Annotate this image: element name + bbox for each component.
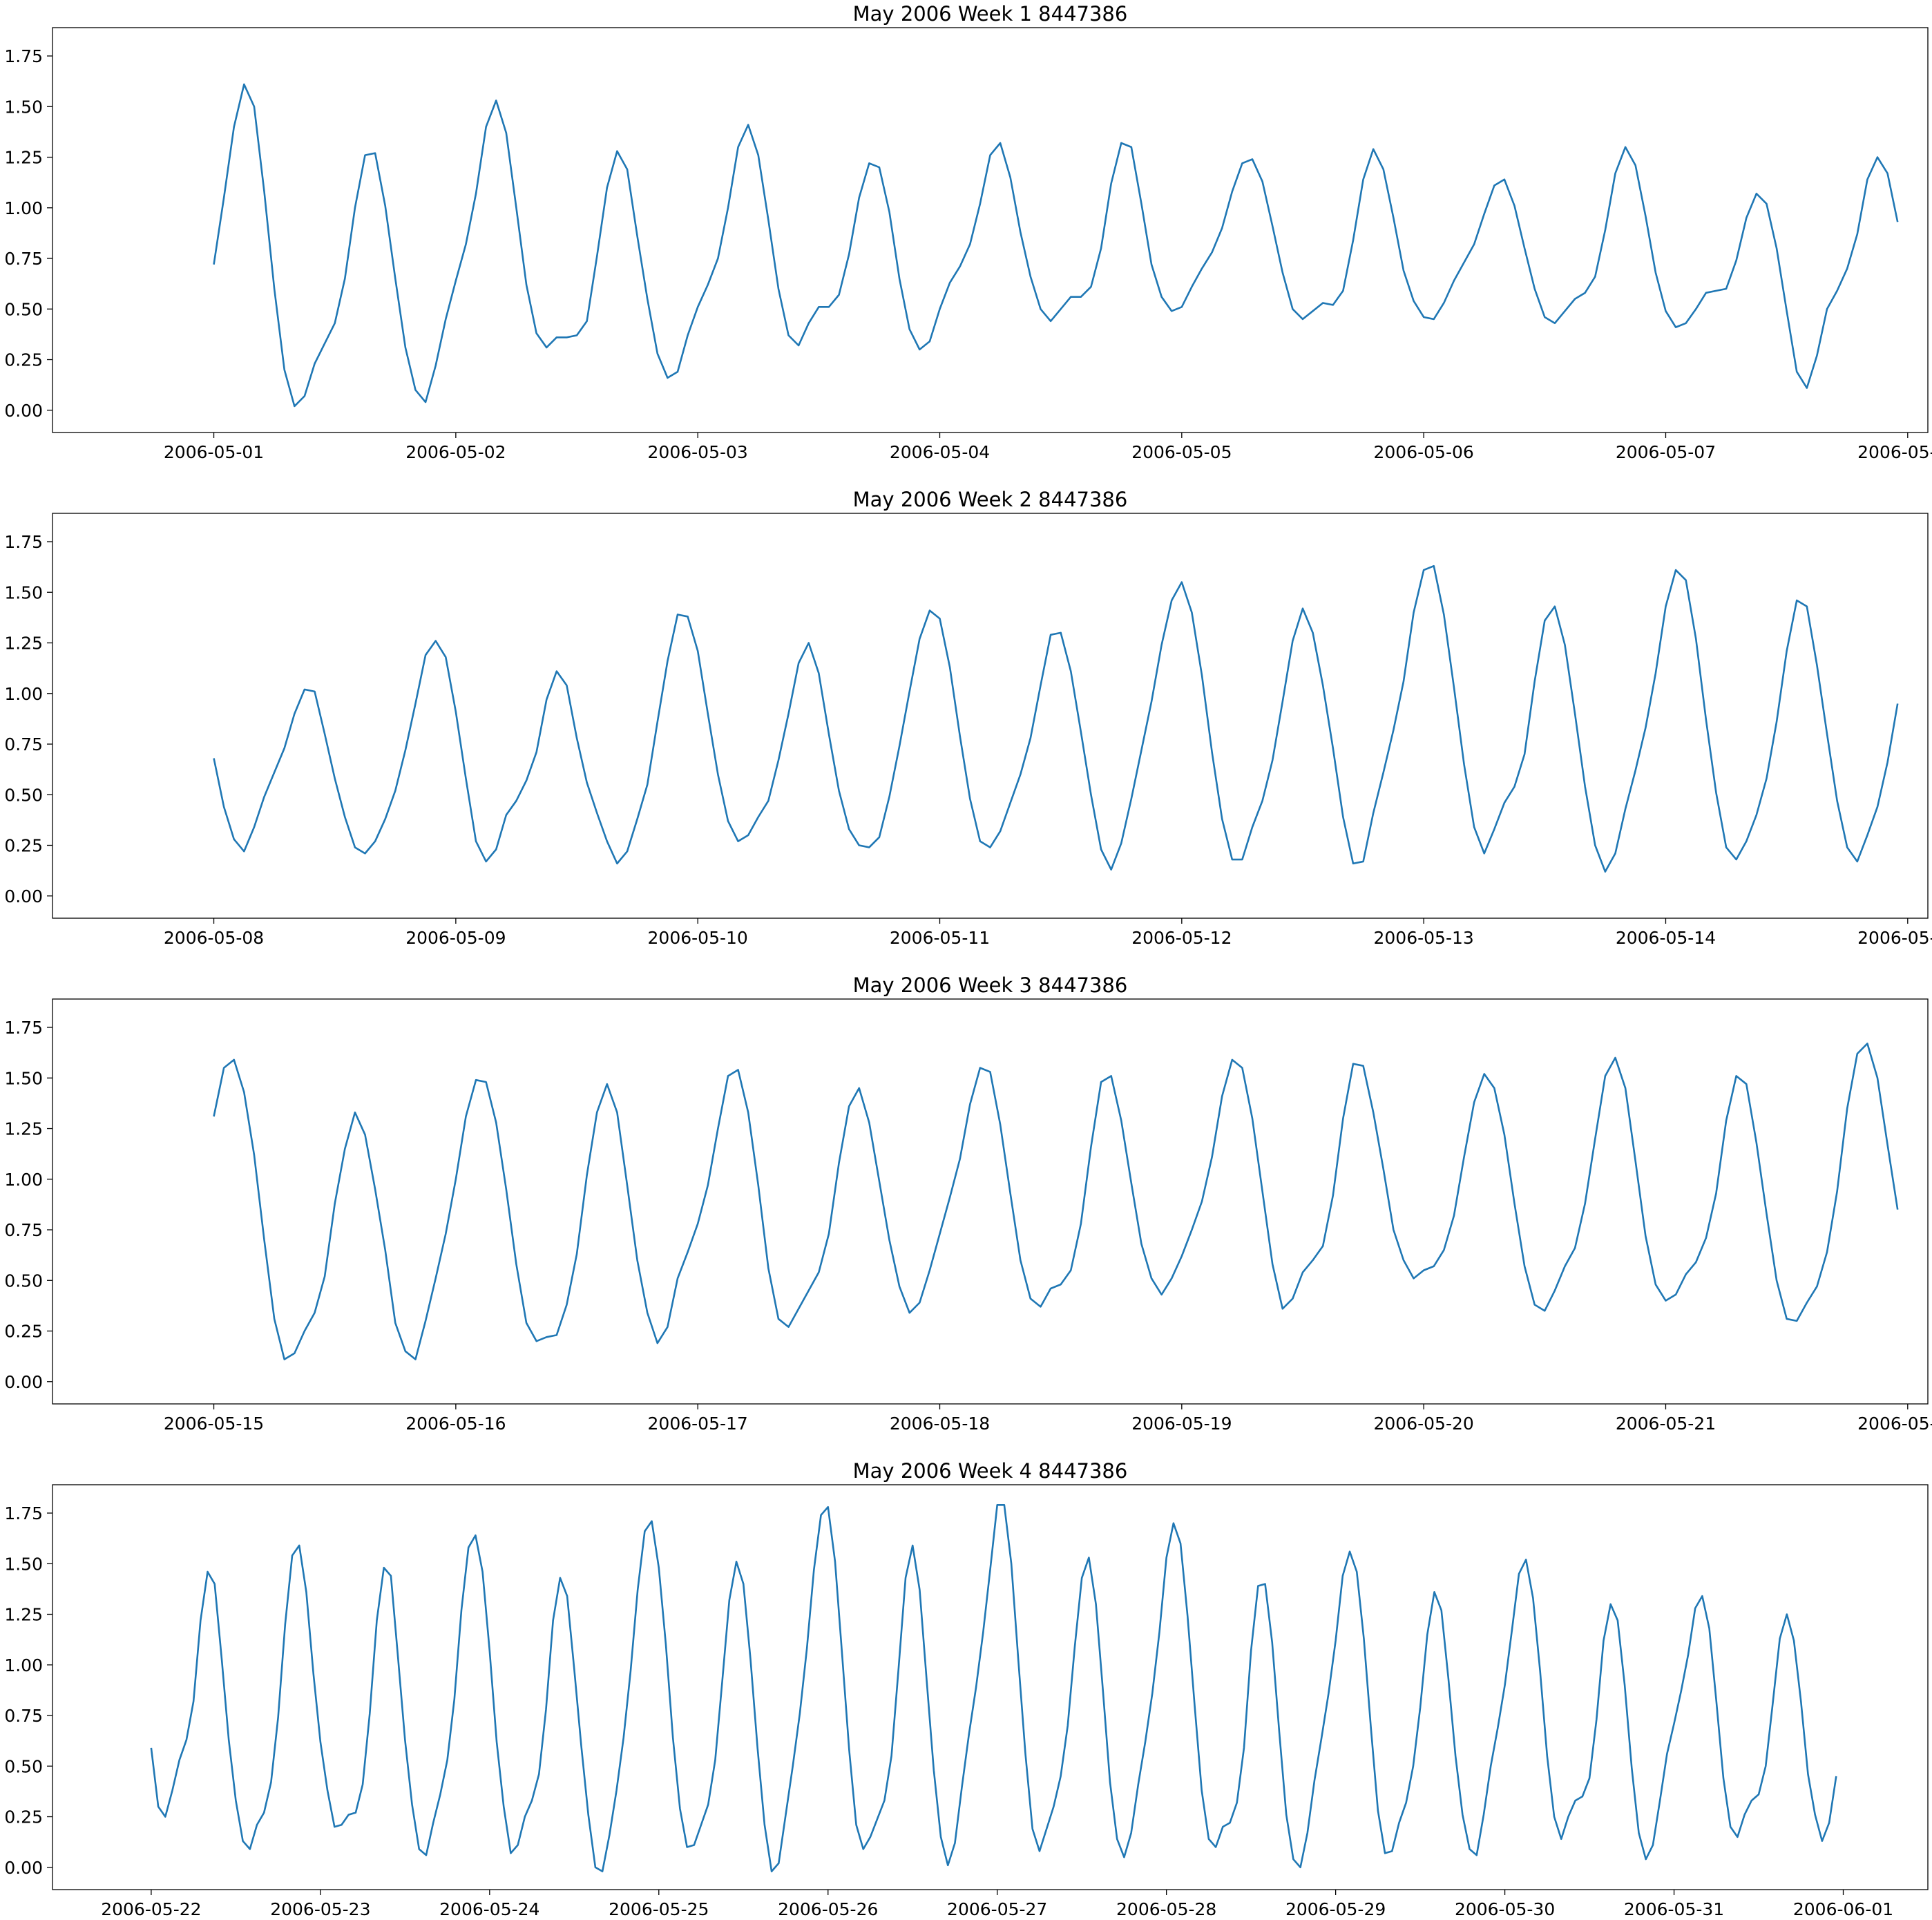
y-tick-label: 0.25 xyxy=(4,350,43,370)
y-tick-label: 0.75 xyxy=(4,734,43,754)
x-tick-label: 2006-05-29 xyxy=(1285,1899,1386,1919)
x-tick-label: 2006-06-01 xyxy=(1793,1899,1893,1919)
chart-panel-4: May 2006 Week 4 8447386 0.00 0.25 0.50 0.75 1… xyxy=(4,1459,1929,1919)
x-tick-label: 2006-05-27 xyxy=(947,1899,1047,1919)
x-tick-label: 2006-05-09 xyxy=(405,928,506,948)
axes-frame xyxy=(52,1484,1929,1890)
x-tick-label: 2006-05-18 xyxy=(890,1414,990,1434)
x-tick-label: 2006-05-24 xyxy=(439,1899,539,1919)
x-tick-label: 2006-05-11 xyxy=(890,928,990,948)
chart-title: May 2006 Week 2 8447386 xyxy=(853,488,1128,511)
x-tick-label: 2006-05-02 xyxy=(405,442,506,462)
x-tick-label: 2006-05-06 xyxy=(1374,442,1474,462)
x-tick-label: 2006-05-23 xyxy=(270,1899,370,1919)
y-tick-label: 0.75 xyxy=(4,1220,43,1240)
y-tick-label: 1.75 xyxy=(4,1018,43,1038)
chart-panel-2: May 2006 Week 2 8447386 0.00 0.25 0.50 0.75 1… xyxy=(4,488,1932,948)
x-tick-label: 2006-05-01 xyxy=(164,442,264,462)
x-tick-label: 2006-05-17 xyxy=(648,1414,748,1434)
y-tick-label: 0.50 xyxy=(4,1271,43,1291)
x-tick-label: 2006-05-19 xyxy=(1131,1414,1232,1434)
y-tick-label: 1.00 xyxy=(4,684,43,704)
x-tick-label: 2006-05-08 xyxy=(164,928,264,948)
y-tick-label: 1.75 xyxy=(4,1503,43,1523)
chart-title: May 2006 Week 4 8447386 xyxy=(853,1459,1128,1483)
chart-panel-1: May 2006 Week 1 8447386 0.00 0.25 0.50 0.75 1… xyxy=(4,2,1932,462)
x-tick-label: 2006-05-15 xyxy=(164,1414,264,1434)
x-tick-label: 2006-05-08 xyxy=(1857,442,1932,462)
x-tick-label: 2006-05-31 xyxy=(1624,1899,1724,1919)
x-tick-label: 2006-05-22 xyxy=(101,1899,201,1919)
x-tick-label: 2006-05-30 xyxy=(1455,1899,1555,1919)
y-tick-label: 0.00 xyxy=(4,886,43,906)
y-tick-label: 1.25 xyxy=(4,148,43,168)
y-tick-label: 0.00 xyxy=(4,1858,43,1878)
y-tick-label: 0.75 xyxy=(4,249,43,269)
x-tick-label: 2006-05-05 xyxy=(1131,442,1232,462)
x-tick-label: 2006-05-16 xyxy=(405,1414,506,1434)
x-tick-label: 2006-05-14 xyxy=(1616,928,1716,948)
axes-frame xyxy=(52,513,1929,919)
series-line xyxy=(213,83,1899,408)
y-tick-label: 1.00 xyxy=(4,1170,43,1190)
y-tick-label: 1.25 xyxy=(4,634,43,654)
chart-title: May 2006 Week 3 8447386 xyxy=(853,973,1128,997)
y-tick-label: 0.00 xyxy=(4,401,43,421)
y-tick-label: 1.25 xyxy=(4,1119,43,1139)
x-tick-label: 2006-05-28 xyxy=(1116,1899,1216,1919)
y-tick-label: 0.25 xyxy=(4,836,43,856)
y-tick-label: 0.00 xyxy=(4,1372,43,1392)
x-tick-label: 2006-05-22 xyxy=(1857,1414,1932,1434)
y-tick-label: 1.75 xyxy=(4,46,43,66)
y-tick-label: 1.00 xyxy=(4,198,43,218)
x-tick-label: 2006-05-12 xyxy=(1131,928,1232,948)
y-tick-label: 0.25 xyxy=(4,1807,43,1827)
series-line xyxy=(150,1504,1837,1872)
y-tick-label: 0.50 xyxy=(4,1756,43,1776)
x-tick-label: 2006-05-07 xyxy=(1616,442,1716,462)
y-tick-label: 1.50 xyxy=(4,97,43,117)
x-tick-label: 2006-05-04 xyxy=(890,442,990,462)
y-tick-label: 1.25 xyxy=(4,1605,43,1625)
chart-title: May 2006 Week 1 8447386 xyxy=(853,2,1128,26)
axes-frame xyxy=(52,998,1929,1405)
y-tick-label: 1.50 xyxy=(4,1554,43,1574)
y-tick-label: 1.50 xyxy=(4,1068,43,1088)
y-tick-label: 0.75 xyxy=(4,1706,43,1726)
x-tick-label: 2006-05-03 xyxy=(648,442,748,462)
y-tick-label: 0.50 xyxy=(4,785,43,805)
x-tick-label: 2006-05-26 xyxy=(778,1899,878,1919)
y-tick-label: 0.25 xyxy=(4,1322,43,1342)
series-line xyxy=(213,564,1899,873)
x-tick-label: 2006-05-13 xyxy=(1374,928,1474,948)
x-tick-label: 2006-05-20 xyxy=(1374,1414,1474,1434)
series-line xyxy=(213,1043,1899,1360)
chart-panel-3: May 2006 Week 3 8447386 0.00 0.25 0.50 0.75 1… xyxy=(4,973,1932,1434)
x-tick-label: 2006-05-21 xyxy=(1616,1414,1716,1434)
y-tick-label: 1.50 xyxy=(4,582,43,602)
y-tick-label: 1.00 xyxy=(4,1655,43,1675)
x-tick-label: 2006-05-25 xyxy=(609,1899,709,1919)
y-tick-label: 0.50 xyxy=(4,299,43,319)
axes-frame xyxy=(52,27,1929,433)
x-tick-label: 2006-05-10 xyxy=(648,928,748,948)
x-tick-label: 2006-05-15 xyxy=(1857,928,1932,948)
y-tick-label: 1.75 xyxy=(4,532,43,552)
